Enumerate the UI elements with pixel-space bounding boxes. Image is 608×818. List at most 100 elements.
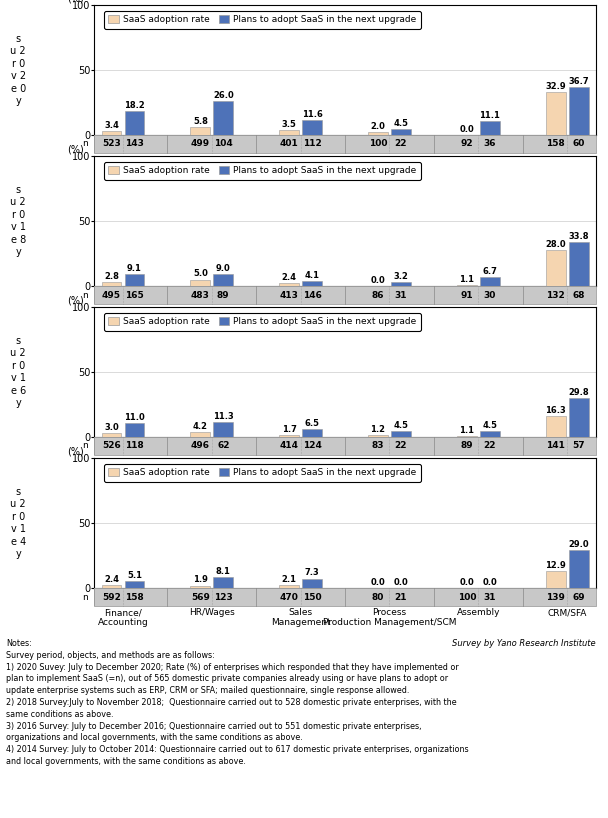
Text: 33.8: 33.8	[568, 232, 589, 241]
Bar	[391, 431, 411, 437]
Text: 89: 89	[460, 442, 473, 451]
Bar	[546, 571, 565, 588]
Text: 1.9: 1.9	[193, 576, 208, 585]
Bar	[190, 586, 210, 588]
Text: 141: 141	[546, 442, 565, 451]
Bar	[190, 280, 210, 286]
Bar	[302, 120, 322, 135]
Bar	[125, 582, 144, 588]
Text: 9.0: 9.0	[216, 264, 230, 273]
Legend: SaaS adoption rate, Plans to adopt SaaS in the next upgrade: SaaS adoption rate, Plans to adopt SaaS …	[104, 162, 421, 180]
Text: 3.4: 3.4	[104, 120, 119, 129]
Text: Finance/
Accounting: Finance/ Accounting	[98, 608, 148, 627]
Text: 569: 569	[191, 592, 210, 601]
Text: 6.7: 6.7	[482, 267, 497, 276]
Legend: SaaS adoption rate, Plans to adopt SaaS in the next upgrade: SaaS adoption rate, Plans to adopt SaaS …	[104, 312, 421, 330]
Bar	[102, 433, 122, 437]
Text: (%): (%)	[67, 295, 84, 306]
Bar	[457, 435, 477, 437]
Bar	[102, 585, 122, 588]
Text: Notes:
Survey period, objects, and methods are as follows:
1) 2020 Suvey: July t: Notes: Survey period, objects, and metho…	[6, 639, 469, 766]
Text: 401: 401	[280, 140, 299, 149]
Text: 495: 495	[102, 290, 121, 299]
Bar	[213, 101, 233, 135]
Text: 80: 80	[371, 592, 384, 601]
Text: 100: 100	[368, 140, 387, 149]
Text: 60: 60	[572, 140, 585, 149]
Bar	[480, 120, 500, 135]
Text: 118: 118	[125, 442, 144, 451]
Text: 526: 526	[102, 442, 121, 451]
Bar	[391, 129, 411, 135]
Text: 6.5: 6.5	[305, 419, 320, 428]
Text: 22: 22	[395, 140, 407, 149]
Text: s
u 2
r 0
v 1
e 4
y: s u 2 r 0 v 1 e 4 y	[10, 487, 26, 559]
Text: 89: 89	[217, 290, 230, 299]
Text: 124: 124	[303, 442, 322, 451]
Bar	[190, 432, 210, 437]
Text: 158: 158	[546, 140, 565, 149]
Text: 3.2: 3.2	[393, 272, 409, 281]
Text: 5.1: 5.1	[127, 571, 142, 580]
Text: s
u 2
r 0
v 1
e 6
y: s u 2 r 0 v 1 e 6 y	[10, 336, 26, 408]
Text: 92: 92	[460, 140, 473, 149]
Text: 150: 150	[303, 592, 322, 601]
Text: 470: 470	[280, 592, 299, 601]
Text: 18.2: 18.2	[124, 101, 145, 110]
Text: 0.0: 0.0	[460, 578, 474, 587]
Bar	[480, 431, 500, 437]
Text: 112: 112	[303, 140, 322, 149]
Text: CRM/SFA: CRM/SFA	[547, 608, 587, 617]
Bar	[279, 585, 299, 588]
Bar	[213, 422, 233, 437]
Bar	[457, 285, 477, 286]
Text: 36: 36	[483, 140, 496, 149]
Bar	[279, 435, 299, 437]
Text: 100: 100	[458, 592, 476, 601]
Text: 483: 483	[191, 290, 210, 299]
Text: 3.5: 3.5	[282, 120, 297, 129]
Text: 8.1: 8.1	[216, 568, 230, 577]
Text: 0.0: 0.0	[393, 578, 409, 587]
Text: 4.2: 4.2	[193, 421, 208, 430]
Text: 592: 592	[102, 592, 121, 601]
Text: (%): (%)	[67, 0, 84, 4]
Text: 0.0: 0.0	[460, 125, 474, 134]
Text: 413: 413	[280, 290, 299, 299]
Text: Process
Production Management/SCM: Process Production Management/SCM	[323, 608, 456, 627]
Text: 26.0: 26.0	[213, 91, 233, 100]
Text: 146: 146	[303, 290, 322, 299]
Text: 11.0: 11.0	[124, 412, 145, 421]
Text: 31: 31	[395, 290, 407, 299]
Bar	[102, 282, 122, 286]
Text: s
u 2
r 0
v 2
e 0
y: s u 2 r 0 v 2 e 0 y	[10, 34, 26, 106]
Text: 9.1: 9.1	[127, 264, 142, 273]
Text: 11.6: 11.6	[302, 110, 323, 119]
Text: 91: 91	[460, 290, 473, 299]
Text: 4.5: 4.5	[393, 421, 409, 430]
Bar	[213, 274, 233, 286]
Bar	[302, 578, 322, 588]
Text: 0.0: 0.0	[371, 276, 385, 285]
Text: 62: 62	[217, 442, 230, 451]
Text: 4.1: 4.1	[305, 271, 320, 280]
Text: 29.8: 29.8	[568, 389, 589, 398]
Text: Survey by Yano Research Institute: Survey by Yano Research Institute	[452, 639, 596, 648]
Bar	[125, 274, 144, 286]
Bar	[125, 111, 144, 135]
Text: HR/Wages: HR/Wages	[189, 608, 235, 617]
Text: 68: 68	[572, 290, 585, 299]
Text: 132: 132	[546, 290, 565, 299]
Bar	[125, 423, 144, 437]
Text: 0.0: 0.0	[482, 578, 497, 587]
Text: 57: 57	[572, 442, 585, 451]
Text: 139: 139	[546, 592, 565, 601]
Text: 11.1: 11.1	[479, 110, 500, 119]
Bar	[480, 277, 500, 286]
Bar	[546, 416, 565, 437]
Text: 165: 165	[125, 290, 144, 299]
Text: 30: 30	[483, 290, 496, 299]
Text: n: n	[83, 290, 88, 299]
Bar	[368, 133, 388, 135]
Legend: SaaS adoption rate, Plans to adopt SaaS in the next upgrade: SaaS adoption rate, Plans to adopt SaaS …	[104, 11, 421, 29]
